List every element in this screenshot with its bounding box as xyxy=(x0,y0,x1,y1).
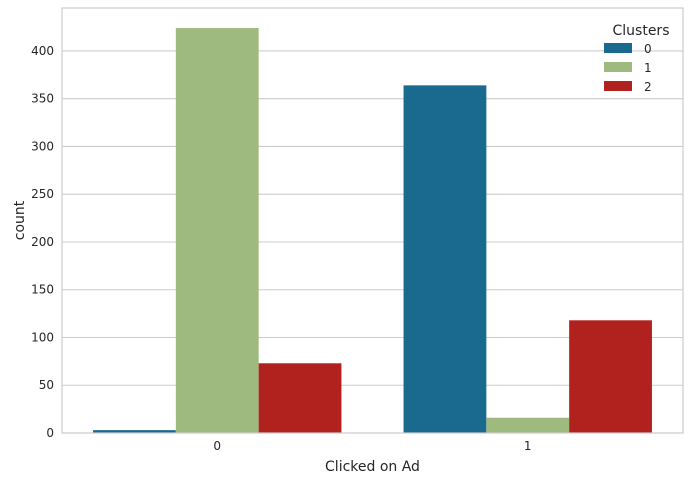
y-tick-labels: 0 50 100 150 200 250 300 350 400 xyxy=(31,44,54,440)
y-tick-label: 200 xyxy=(31,235,54,249)
grid-lines xyxy=(62,50,683,434)
legend-swatch-0 xyxy=(604,43,632,53)
x-tick-label: 0 xyxy=(213,439,221,453)
bar-cluster-2-clicked-1 xyxy=(569,320,652,433)
bar-cluster-1-clicked-1 xyxy=(486,417,570,433)
bar-cluster-0-clicked-0 xyxy=(93,430,176,433)
x-axis-title: Clicked on Ad xyxy=(325,459,420,475)
plot-frame xyxy=(61,7,684,434)
legend-label-1: 1 xyxy=(644,61,652,75)
bars-group xyxy=(93,28,652,433)
legend-label-0: 0 xyxy=(644,42,652,56)
bar-cluster-1-clicked-0 xyxy=(175,28,259,433)
y-tick-label: 150 xyxy=(31,283,54,297)
legend-title: Clusters xyxy=(613,23,670,39)
y-tick-label: 350 xyxy=(31,92,54,106)
legend-swatch-1 xyxy=(604,62,632,72)
legend-label-2: 2 xyxy=(644,80,652,94)
y-tick-label: 250 xyxy=(31,187,54,201)
legend-swatch-2 xyxy=(604,81,632,91)
legend: Clusters 0 1 2 xyxy=(604,23,669,94)
x-tick-label: 1 xyxy=(524,439,532,453)
y-tick-label: 0 xyxy=(46,426,54,440)
y-axis-title: count xyxy=(12,200,28,240)
y-tick-label: 50 xyxy=(39,378,54,392)
y-tick-label: 300 xyxy=(31,139,54,153)
bar-cluster-0-clicked-1 xyxy=(403,85,487,433)
y-tick-label: 100 xyxy=(31,330,54,344)
bar-cluster-2-clicked-0 xyxy=(258,363,342,433)
y-tick-label: 400 xyxy=(31,44,54,58)
